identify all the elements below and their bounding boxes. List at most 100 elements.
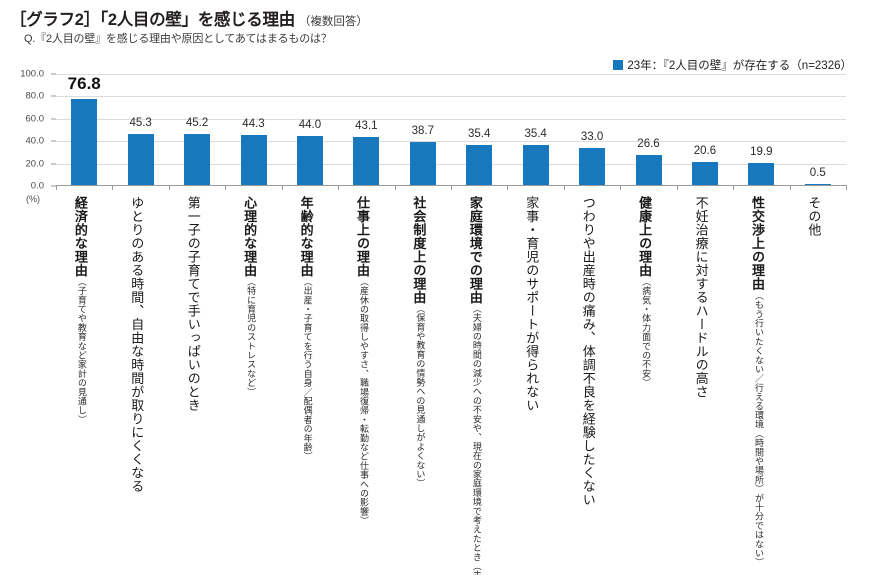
bar-value-label: 45.3 (129, 117, 152, 130)
category-label-main: 仕事上の理由 (354, 196, 370, 277)
category-label: つわりや出産時の痛み、体調不良を経験したくない (580, 196, 596, 507)
category-label-main: 社会制度上の理由 (411, 196, 427, 304)
bar-value-label: 35.4 (524, 128, 547, 141)
gridline (56, 163, 846, 165)
legend-label: 23年：『2人目の壁』が存在する（n=2326） (627, 60, 852, 72)
category-label-main: ゆとりのある時間、自由な時間が取りにくくなる (129, 196, 145, 493)
category-label-main: 心理的な理由 (242, 196, 258, 277)
title-main-text: ［グラフ2］「2人目の壁」を感じる理由 (10, 11, 295, 29)
x-axis-tick-mark (338, 185, 340, 190)
bar[interactable] (184, 134, 211, 185)
category-label-sub: （保育や教育の情勢への見通しがよくない） (415, 304, 426, 488)
category-label-sub: （もう行いたくない／行える環境（時間や場所）が十分ではない） (753, 290, 764, 567)
y-axis-tick-label: 100.0 (20, 68, 44, 80)
category-label-main: 性交渉上の理由 (749, 196, 765, 291)
x-axis-tick-mark (56, 185, 57, 190)
x-axis-tick-mark (168, 185, 170, 190)
category-label-sub: （特に育児のストレスなど） (246, 277, 257, 397)
bar-value-label: 19.9 (750, 145, 773, 158)
y-axis-tick-label: 0.0 (30, 180, 44, 192)
category-label-main: 健康上の理由 (637, 196, 653, 277)
y-axis-tick-mark (51, 118, 56, 120)
x-axis-tick-mark (789, 185, 791, 190)
bar[interactable] (296, 135, 323, 185)
bar[interactable] (748, 162, 775, 185)
page-title: ［グラフ2］「2人目の壁」を感じる理由 （複数回答） (10, 6, 368, 30)
chart-legend: 23年：『2人目の壁』が存在する（n=2326） (613, 57, 852, 73)
bar[interactable] (71, 98, 98, 185)
bar[interactable] (804, 184, 831, 185)
question-text: Q.『2人目の壁』を感じる理由や原因としてあてはまるものは？ (24, 33, 332, 45)
gridline (56, 96, 846, 98)
x-axis-tick-mark (112, 185, 114, 190)
x-axis-tick-mark (507, 185, 509, 190)
category-label: 年齢的な理由 （出産・子育てを行う自身／配偶者の年齢） (298, 196, 314, 461)
category-label-main: 経済的な理由 (72, 196, 88, 277)
bar[interactable] (635, 155, 662, 185)
bar[interactable] (579, 148, 606, 185)
bar-value-label: 44.0 (298, 118, 322, 131)
category-label-main: 家庭環境での理由 (467, 196, 483, 304)
bar-value-label: 76.8 (67, 73, 101, 93)
gridline (56, 74, 846, 75)
bar-value-label: 38.7 (411, 124, 434, 137)
category-label: 第一子の子育てで手いっぱいのとき (185, 196, 201, 412)
bar[interactable] (127, 134, 154, 185)
y-axis-tick-label: 40.0 (25, 135, 45, 147)
category-label: ゆとりのある時間、自由な時間が取りにくくなる (129, 196, 145, 493)
x-axis-tick-mark (620, 185, 622, 190)
category-label: 不妊治療に対するハードルの高さ (693, 196, 709, 399)
bar[interactable] (691, 161, 718, 185)
y-axis-tick-mark (51, 95, 56, 97)
x-axis-tick-mark (451, 185, 452, 190)
category-label-main: その他 (806, 196, 822, 237)
bar[interactable] (409, 141, 436, 185)
y-axis-tick-label: 80.0 (25, 90, 45, 102)
bar-value-label: 26.6 (637, 138, 660, 151)
title-sub-text: （複数回答） (298, 16, 368, 28)
category-label: 経済的な理由 （子育てや教育など家計の見通し） (72, 196, 88, 425)
category-label-main: 年齢的な理由 (298, 196, 314, 277)
category-label-sub: （夫婦の時間の減少への不安や、現在の家庭環境で考えたとき（夫婦の時間／子育ての時… (471, 304, 482, 575)
category-label: 社会制度上の理由 （保育や教育の情勢への見通しがよくない） (411, 196, 427, 488)
bar-value-label: 44.3 (242, 118, 265, 131)
bar-value-label: 33.0 (580, 131, 604, 144)
axis-unit-label: (%) (26, 194, 40, 204)
category-label-main: つわりや出産時の痛み、体調不良を経験したくない (580, 196, 596, 507)
y-axis-tick-mark (51, 163, 56, 165)
bar-value-label: 43.1 (355, 119, 378, 132)
gridline (56, 118, 846, 120)
x-axis-tick-mark (846, 185, 847, 190)
category-label-sub: （出産・子育てを行う自身／配偶者の年齢） (302, 277, 313, 461)
category-label: 心理的な理由 （特に育児のストレスなど） (242, 196, 258, 397)
x-axis-tick-mark (563, 185, 565, 190)
x-axis-tick-mark (676, 185, 678, 190)
category-label-sub: （病気・体力面での不安） (641, 277, 652, 388)
bar[interactable] (522, 145, 549, 185)
plot-area: 0.0 20.0 40.0 60.0 80.0 100.0 76.8 45.3 45.2 44.3… (20, 69, 847, 192)
category-label-sub: （子育てや教育など家計の見通し） (76, 277, 87, 425)
x-axis-tick-mark (225, 185, 227, 190)
bar[interactable] (240, 135, 267, 185)
category-label-main: 不妊治療に対するハードルの高さ (693, 196, 709, 399)
category-label-sub: （産休の取得しやすさ、職場復帰・転勤など仕事への影響） (358, 277, 369, 526)
category-label: 家事・育児のサポートが得られない (524, 196, 539, 412)
category-label-main: 第一子の子育てで手いっぱいのとき (185, 196, 201, 412)
bar[interactable] (466, 145, 493, 185)
legend-swatch-icon (613, 60, 624, 70)
category-label: 性交渉上の理由 （もう行いたくない／行える環境（時間や場所）が十分ではない） (749, 196, 765, 567)
category-labels: 経済的な理由 （子育てや教育など家計の見通し） ゆとりのある時間、自由な時間が取りに… (18, 196, 852, 575)
bar-value-label: 35.4 (468, 128, 491, 141)
bar-value-label: 20.6 (693, 144, 717, 157)
x-axis-tick-mark (394, 185, 396, 190)
bar-value-label: 0.5 (809, 167, 826, 180)
y-axis-tick-mark (51, 185, 56, 187)
y-axis-tick-mark (51, 73, 56, 75)
category-label: その他 (806, 196, 822, 237)
bar-value-label: 45.2 (185, 117, 209, 130)
x-axis-tick-mark (281, 185, 283, 190)
category-label: 仕事上の理由 （産休の取得しやすさ、職場復帰・転勤など仕事への影響） (354, 196, 370, 526)
bar[interactable] (353, 136, 380, 185)
y-axis-tick-label: 20.0 (25, 158, 45, 170)
